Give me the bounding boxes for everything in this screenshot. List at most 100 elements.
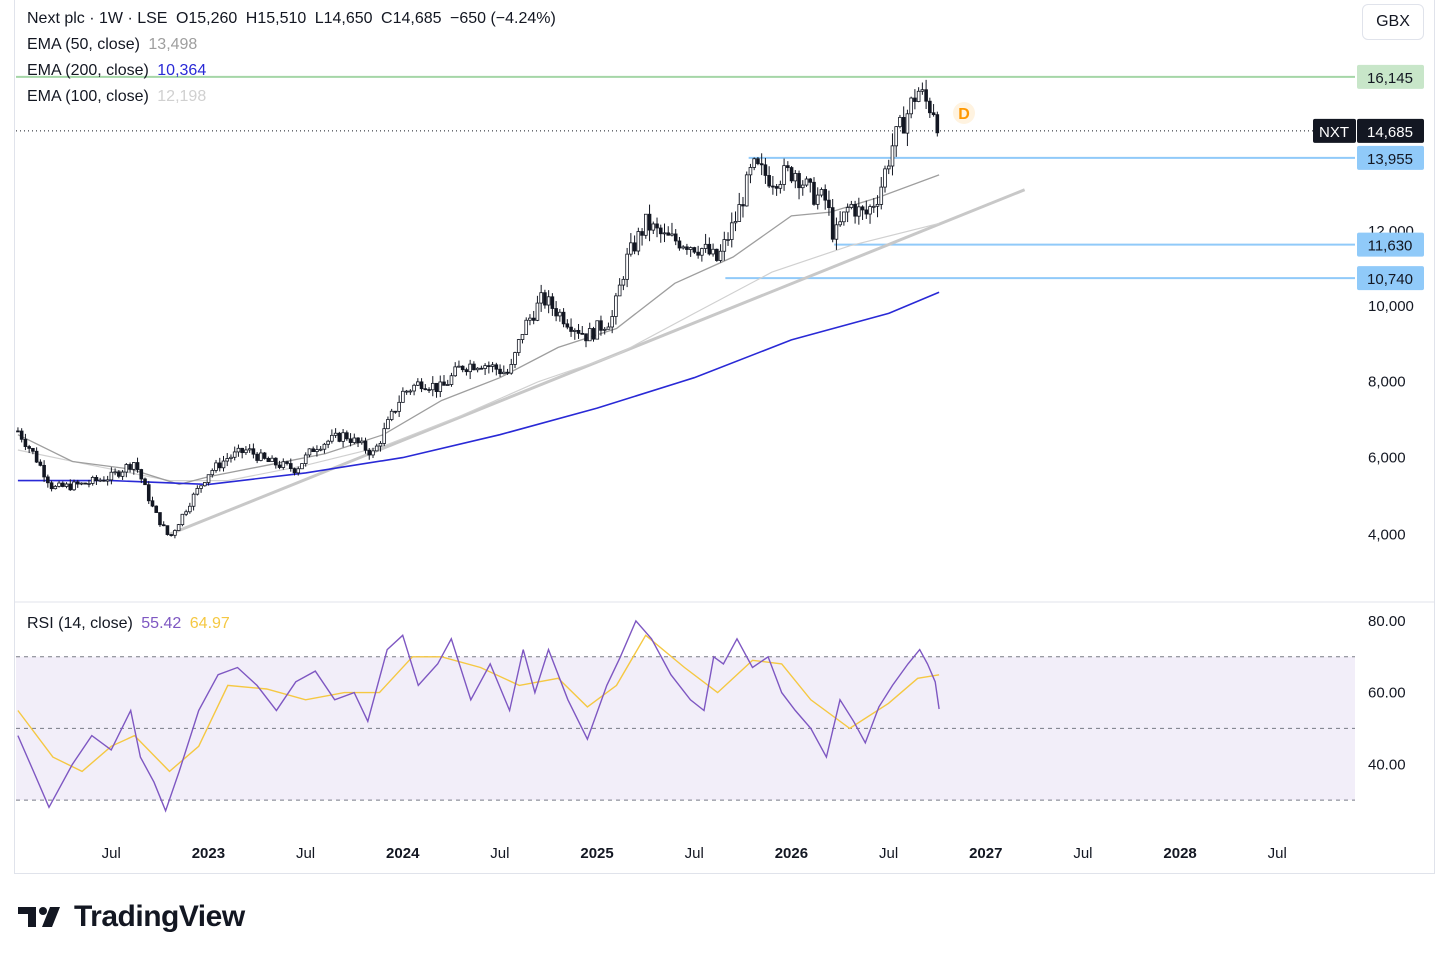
level-10740-label-bg <box>1357 266 1424 291</box>
ema200-value: 10,364 <box>157 62 207 79</box>
candle-body <box>920 89 925 92</box>
rsi-legend[interactable]: RSI (14, close) 55.42 64.97 <box>27 615 234 633</box>
candle-body <box>729 222 734 240</box>
candle-body <box>774 186 779 189</box>
ema100-legend[interactable]: EMA (100, close) 12,198 <box>27 88 210 106</box>
candle-body <box>838 221 842 226</box>
candle-body <box>651 223 656 231</box>
symbol-legend: Next plc · 1W · LSE O15,260 H15,510 L14,… <box>27 10 560 28</box>
candle-body <box>898 117 902 128</box>
candle-body <box>666 232 671 236</box>
candle-body <box>662 232 667 235</box>
candle-body <box>311 448 315 453</box>
close-value: C14,685 <box>381 10 442 27</box>
rsi-ma-value: 64.97 <box>189 615 230 632</box>
candle-body <box>158 512 162 526</box>
candle-body <box>700 248 704 256</box>
candle-body <box>718 250 723 261</box>
tradingview-logo-icon <box>18 907 60 927</box>
time-tick-label: Jul <box>296 845 315 862</box>
candle-body <box>797 173 801 189</box>
candle-body <box>741 204 745 207</box>
candle-body <box>113 471 117 474</box>
candle-body <box>79 482 84 485</box>
candle-body <box>296 468 301 474</box>
time-tick-label: 2023 <box>192 845 225 862</box>
candle-body <box>647 213 652 231</box>
candle-body <box>53 485 58 490</box>
candle-body <box>696 251 700 256</box>
ema200-legend[interactable]: EMA (200, close) 10,364 <box>27 62 210 80</box>
candle-body <box>412 384 416 392</box>
candle-body <box>789 167 794 182</box>
candle-body <box>232 451 237 458</box>
candle-body <box>644 213 648 236</box>
level-11630-label: 11,630 <box>1368 238 1413 255</box>
candle-body <box>819 189 824 196</box>
candle-body <box>330 434 334 442</box>
candle-body <box>259 452 263 461</box>
candle-body <box>262 452 267 459</box>
candle-body <box>483 365 487 369</box>
candle-body <box>621 278 626 286</box>
candle-body <box>479 367 484 370</box>
candle-body <box>871 205 876 208</box>
candle-body <box>120 471 125 477</box>
candle-body <box>677 240 682 249</box>
candle-body <box>890 145 895 167</box>
candle-body <box>595 320 600 340</box>
candle-body <box>457 365 461 368</box>
candle-body <box>554 308 558 317</box>
candle-body <box>591 328 596 340</box>
candle-body <box>173 530 177 536</box>
candle-body <box>423 388 428 391</box>
symbol-line[interactable]: Next plc · 1W · LSE <box>27 10 168 27</box>
candle-body <box>270 457 274 463</box>
ema200-line <box>17 291 940 486</box>
candle-body <box>274 457 278 466</box>
candle-body <box>281 461 286 468</box>
ema50-label: EMA (50, close) <box>27 36 140 53</box>
candle-body <box>139 469 144 480</box>
brand-name: TradingView <box>74 900 245 933</box>
candle-body <box>834 224 839 240</box>
candle-body <box>285 461 289 464</box>
candle-body <box>348 438 353 443</box>
tradingview-brand[interactable]: TradingView <box>18 900 245 934</box>
candle-body <box>195 488 200 495</box>
candle-body <box>221 460 226 469</box>
candle-body <box>169 534 173 536</box>
candle-body <box>472 363 476 371</box>
candle-body <box>449 375 454 385</box>
candle-body <box>513 352 517 365</box>
candle-body <box>266 458 271 463</box>
candle-body <box>599 320 603 331</box>
candle-body <box>184 511 188 515</box>
candle-body <box>715 248 719 261</box>
candle-body <box>83 482 88 485</box>
chart-canvas: 4,0006,0008,00010,00012,00016,14513,9551… <box>14 64 1435 862</box>
last-price-label: 14,685 <box>1367 124 1413 141</box>
candle-body <box>210 470 215 476</box>
rsi-ma-line <box>17 634 940 773</box>
candle-body <box>752 158 756 168</box>
candle-body <box>247 448 252 451</box>
candle-body <box>576 329 581 334</box>
candle-body <box>823 189 828 201</box>
candle-body <box>135 462 140 470</box>
open-value: O15,260 <box>175 10 238 27</box>
candle-body <box>341 432 345 442</box>
candle-body <box>913 97 917 102</box>
candle-body <box>681 246 685 249</box>
candle-body <box>901 117 906 134</box>
candle-body <box>786 165 790 168</box>
candle-body <box>16 430 20 433</box>
level-11630-label-bg <box>1357 232 1424 257</box>
candle-body <box>804 178 809 186</box>
candle-body <box>255 453 259 461</box>
candle-body <box>614 295 618 317</box>
currency-button[interactable]: GBX <box>1362 4 1424 40</box>
candle-body <box>146 484 151 502</box>
candle-body <box>487 365 491 368</box>
ema50-legend[interactable]: EMA (50, close) 13,498 <box>27 36 201 54</box>
